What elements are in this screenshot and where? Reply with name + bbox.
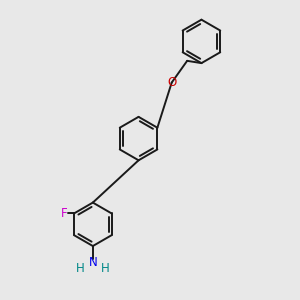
Text: F: F	[60, 207, 67, 220]
Text: O: O	[167, 76, 176, 89]
Text: H: H	[76, 262, 85, 275]
Text: H: H	[101, 262, 110, 275]
Text: N: N	[88, 256, 97, 268]
